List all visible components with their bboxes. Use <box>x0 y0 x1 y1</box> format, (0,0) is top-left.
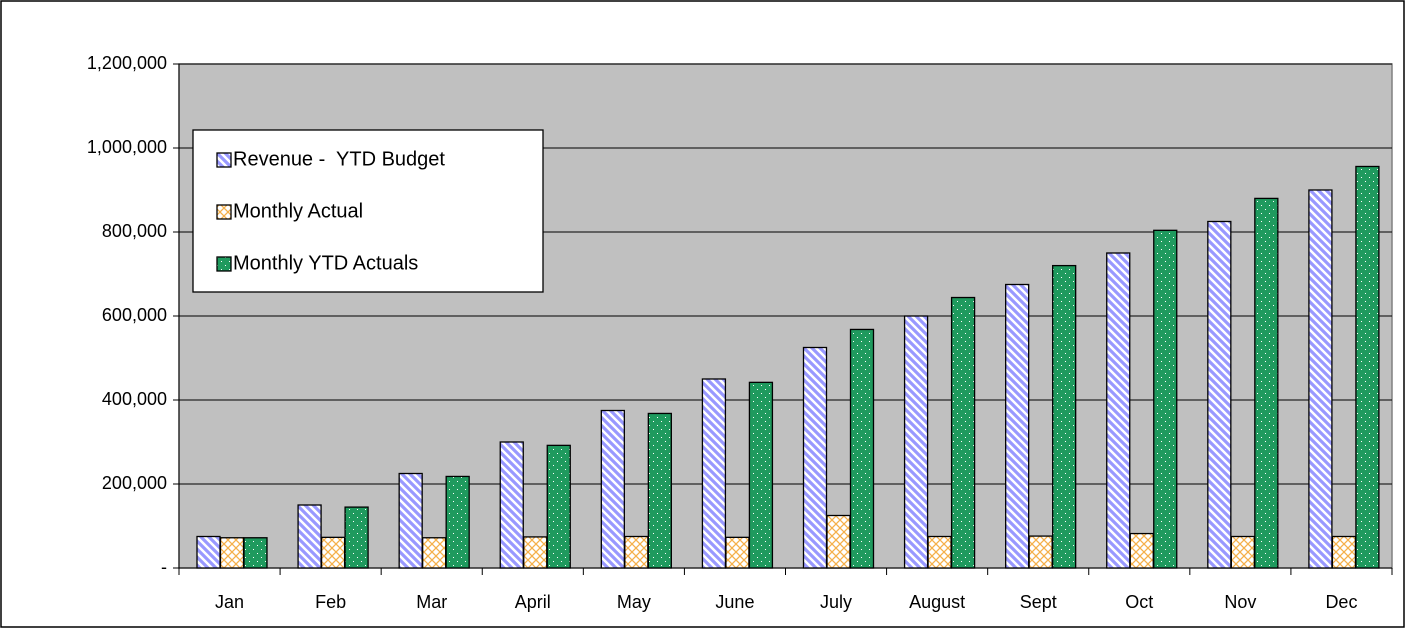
legend-swatch <box>216 152 232 168</box>
x-tick-label: August <box>909 592 965 612</box>
bar <box>1106 252 1131 569</box>
bar <box>701 378 727 569</box>
bar <box>523 536 548 569</box>
bar <box>445 475 470 569</box>
bar <box>647 412 672 569</box>
bar <box>1005 283 1030 569</box>
bar <box>927 535 952 569</box>
bar <box>422 537 447 569</box>
legend-box <box>192 129 544 293</box>
x-tick-label: May <box>617 592 651 612</box>
bar <box>196 535 221 569</box>
bar <box>849 328 875 569</box>
legend-label: Monthly Actual <box>233 200 363 222</box>
x-tick-label: Oct <box>1125 592 1153 612</box>
y-tick-label: 800,000 <box>102 221 167 241</box>
x-tick-label: April <box>515 592 551 612</box>
bar <box>903 315 929 569</box>
x-tick-label: Mar <box>416 592 447 612</box>
bar <box>624 535 649 569</box>
x-tick-label: Nov <box>1224 592 1256 612</box>
bar <box>1129 532 1154 569</box>
bar <box>1308 189 1333 569</box>
x-tick-label: Feb <box>315 592 346 612</box>
bar <box>1028 535 1053 569</box>
bar <box>243 537 268 569</box>
x-tick-label: Jan <box>215 592 244 612</box>
bar <box>1254 197 1279 569</box>
bar <box>950 296 976 569</box>
y-tick-label: 600,000 <box>102 305 167 325</box>
bar <box>1331 535 1357 569</box>
bar <box>802 346 828 569</box>
y-tick-label: 400,000 <box>102 389 167 409</box>
bar <box>1153 229 1178 569</box>
bar <box>546 444 571 569</box>
bar <box>600 409 625 569</box>
bar <box>398 472 423 569</box>
y-tick-label: 200,000 <box>102 473 167 493</box>
x-tick-label: Dec <box>1325 592 1357 612</box>
bar <box>748 381 774 569</box>
y-tick-label: 1,200,000 <box>87 53 167 73</box>
bar <box>725 536 750 569</box>
legend-swatch <box>216 256 232 272</box>
bar <box>320 536 346 569</box>
bar <box>1207 220 1232 569</box>
y-tick-label: 1,000,000 <box>87 137 167 157</box>
bar <box>344 506 369 569</box>
bar <box>499 441 524 569</box>
y-tick-label: - <box>161 557 167 577</box>
x-tick-label: Sept <box>1020 592 1057 612</box>
bar <box>826 514 851 569</box>
bar <box>1230 535 1255 569</box>
x-tick-label: July <box>820 592 852 612</box>
bar <box>1355 165 1380 569</box>
bar <box>219 537 245 569</box>
legend-label: Revenue - YTD Budget <box>233 148 445 170</box>
bar <box>297 504 322 569</box>
bar <box>1052 264 1077 569</box>
legend-swatch <box>216 204 232 220</box>
legend-label: Monthly YTD Actuals <box>233 252 418 274</box>
x-tick-label: June <box>715 592 754 612</box>
